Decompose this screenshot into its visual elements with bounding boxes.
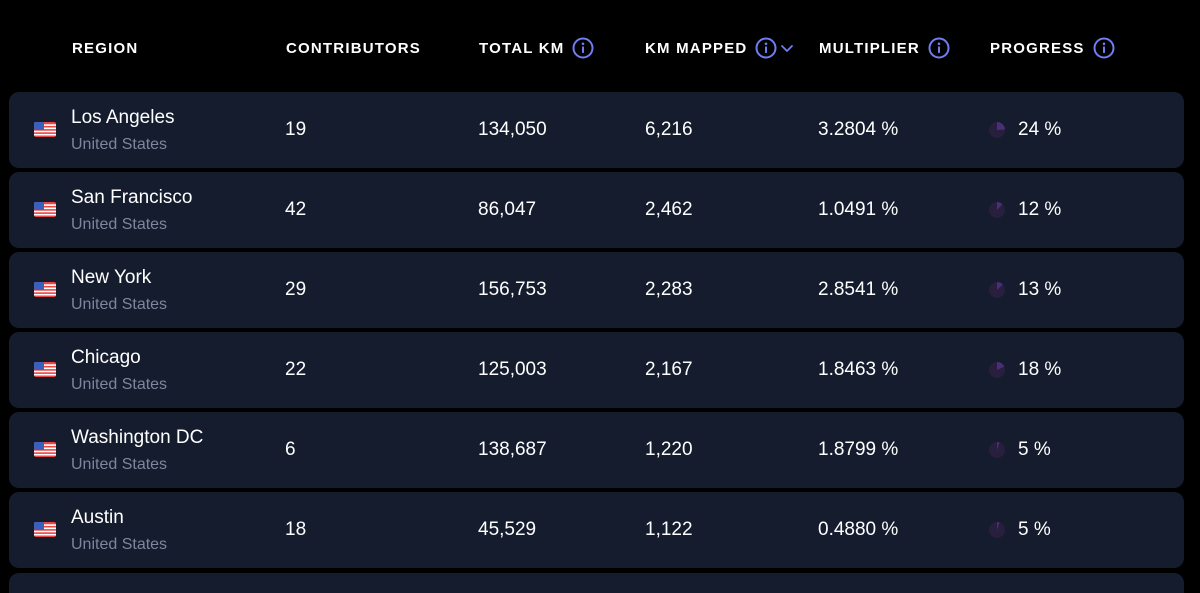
total-km-value: 86,047 [478, 199, 537, 220]
table-row[interactable]: Los Angeles United States 19 134,050 6,2… [9, 92, 1184, 168]
progress-pie-icon [989, 202, 1005, 218]
region-city: Washington DC [71, 427, 204, 448]
table-row[interactable]: Washington DC United States 6 138,687 1,… [9, 412, 1184, 488]
info-icon[interactable] [928, 37, 950, 59]
column-header-total-km[interactable]: TOTAL KM [479, 36, 594, 60]
column-header-region[interactable]: REGION [72, 36, 138, 60]
column-header-contributors[interactable]: CONTRIBUTORS [286, 36, 421, 60]
column-header-total-km-label: TOTAL KM [479, 39, 565, 57]
km-mapped-value: 6,216 [645, 119, 693, 140]
progress-pie-icon [989, 442, 1005, 458]
km-mapped-value: 2,283 [645, 279, 693, 300]
column-header-multiplier-label: MULTIPLIER [819, 39, 920, 57]
contributors-value: 42 [285, 199, 307, 220]
multiplier-value: 3.2804 % [818, 119, 899, 140]
total-km-value: 138,687 [478, 439, 547, 460]
region-country: United States [71, 376, 168, 393]
us-flag-icon [34, 202, 56, 217]
total-km-value: 45,529 [478, 519, 537, 540]
progress-pie-icon [989, 362, 1005, 378]
region-country: United States [71, 216, 168, 233]
info-icon[interactable] [572, 37, 594, 59]
info-icon[interactable] [755, 37, 777, 59]
progress-pie-icon [989, 522, 1005, 538]
progress-value: 18 % [1018, 359, 1062, 380]
table-row[interactable]: Chicago United States 22 125,003 2,167 1… [9, 332, 1184, 408]
region-country: United States [71, 136, 168, 153]
multiplier-value: 0.4880 % [818, 519, 899, 540]
km-mapped-value: 1,220 [645, 439, 693, 460]
us-flag-icon [34, 362, 56, 377]
us-flag-icon [34, 282, 56, 297]
column-header-contributors-label: CONTRIBUTORS [286, 39, 421, 57]
info-icon[interactable] [1093, 37, 1115, 59]
contributors-value: 6 [285, 439, 296, 460]
contributors-value: 18 [285, 519, 307, 540]
progress-pie-icon [989, 282, 1005, 298]
chevron-down-icon[interactable] [780, 41, 794, 55]
km-mapped-value: 2,167 [645, 359, 693, 380]
progress-pie-fill [997, 522, 1000, 530]
progress-value: 5 % [1018, 519, 1051, 540]
table-row[interactable]: San Francisco United States 42 86,047 2,… [9, 172, 1184, 248]
km-mapped-value: 2,462 [645, 199, 693, 220]
progress-value: 12 % [1018, 199, 1062, 220]
table-row[interactable]: New York United States 29 156,753 2,283 … [9, 252, 1184, 328]
total-km-value: 156,753 [478, 279, 547, 300]
column-header-multiplier[interactable]: MULTIPLIER [819, 36, 950, 60]
multiplier-value: 1.0491 % [818, 199, 899, 220]
region-country: United States [71, 456, 168, 473]
progress-pie-icon [989, 122, 1005, 138]
region-country: United States [71, 296, 168, 313]
total-km-value: 125,003 [478, 359, 547, 380]
column-header-progress[interactable]: PROGRESS [990, 36, 1115, 60]
column-header-km-mapped[interactable]: KM MAPPED [645, 36, 794, 60]
progress-pie-fill [997, 202, 1003, 210]
region-city: Austin [71, 507, 124, 528]
progress-pie-fill [997, 282, 1003, 290]
column-header-region-label: REGION [72, 39, 139, 57]
us-flag-icon [34, 522, 56, 537]
region-city: Los Angeles [71, 107, 175, 128]
column-header-km-mapped-label: KM MAPPED [645, 39, 748, 57]
progress-value: 13 % [1018, 279, 1062, 300]
column-header-progress-label: PROGRESS [990, 39, 1085, 57]
contributors-value: 19 [285, 119, 307, 140]
km-mapped-value: 1,122 [645, 519, 693, 540]
contributors-value: 29 [285, 279, 307, 300]
table-row[interactable] [9, 573, 1184, 593]
region-city: Chicago [71, 347, 141, 368]
region-city: San Francisco [71, 187, 193, 208]
multiplier-value: 1.8799 % [818, 439, 899, 460]
progress-value: 24 % [1018, 119, 1062, 140]
progress-pie-fill [997, 362, 1005, 370]
region-city: New York [71, 267, 152, 288]
multiplier-value: 1.8463 % [818, 359, 899, 380]
progress-pie-fill [997, 442, 1000, 450]
progress-value: 5 % [1018, 439, 1051, 460]
table-row[interactable]: Austin United States 18 45,529 1,122 0.4… [9, 492, 1184, 568]
region-country: United States [71, 536, 168, 553]
total-km-value: 134,050 [478, 119, 547, 140]
us-flag-icon [34, 442, 56, 457]
contributors-value: 22 [285, 359, 307, 380]
progress-pie-fill [997, 122, 1005, 130]
table-header: REGION CONTRIBUTORS TOTAL KM KM MAPPED M… [0, 0, 1200, 92]
us-flag-icon [34, 122, 56, 137]
multiplier-value: 2.8541 % [818, 279, 899, 300]
